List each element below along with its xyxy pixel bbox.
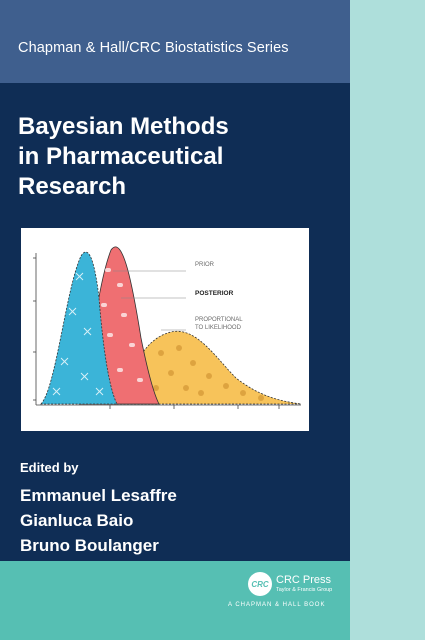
crc-logo-text: CRC bbox=[251, 579, 269, 589]
publisher-group: Taylor & Francis Group bbox=[276, 587, 333, 593]
publisher-band bbox=[0, 561, 350, 640]
crc-logo-icon: CRC bbox=[248, 572, 272, 596]
posterior-label: POSTERIOR bbox=[195, 290, 234, 297]
title-line-2: in Pharmaceutical bbox=[18, 143, 224, 170]
publisher-logo: CRC CRC Press Taylor & Francis Group A C… bbox=[228, 572, 346, 632]
series-band: Chapman & Hall/CRC Biostatistics Series bbox=[0, 0, 350, 83]
title-line-3: Research bbox=[18, 173, 127, 200]
cover-illustration: PRIOR POSTERIOR PROPORTIONAL TO LIKELIHO… bbox=[21, 228, 309, 431]
publisher-name: CRC Press bbox=[276, 574, 332, 586]
book-cover: Chapman & Hall/CRC Biostatistics Series … bbox=[0, 0, 350, 640]
prior-label: PRIOR bbox=[195, 262, 215, 268]
likelihood-curve bbox=[115, 330, 302, 405]
title-line-1: Bayesian Methods bbox=[18, 113, 229, 140]
series-name: Chapman & Hall/CRC Biostatistics Series bbox=[18, 40, 289, 56]
editor-name: Emmanuel Lesaffre bbox=[20, 486, 177, 505]
book-spine bbox=[350, 0, 425, 640]
distribution-illustration: PRIOR POSTERIOR PROPORTIONAL TO LIKELIHO… bbox=[33, 246, 302, 409]
editors-block: Edited by Emmanuel Lesaffre Gianluca Bai… bbox=[20, 460, 177, 558]
prior-pattern bbox=[52, 272, 104, 396]
likelihood-label-line-2: TO LIKELIHOOD bbox=[195, 325, 242, 331]
editor-name: Bruno Boulanger bbox=[20, 536, 159, 555]
prior-curve bbox=[40, 251, 118, 405]
publisher-imprint: A CHAPMAN & HALL BOOK bbox=[228, 602, 326, 608]
likelihood-label-line-1: PROPORTIONAL bbox=[195, 317, 243, 323]
edited-by-label: Edited by bbox=[20, 460, 79, 475]
book-title: Bayesian Methods in Pharmaceutical Resea… bbox=[18, 112, 338, 202]
editor-name: Gianluca Baio bbox=[20, 511, 134, 530]
